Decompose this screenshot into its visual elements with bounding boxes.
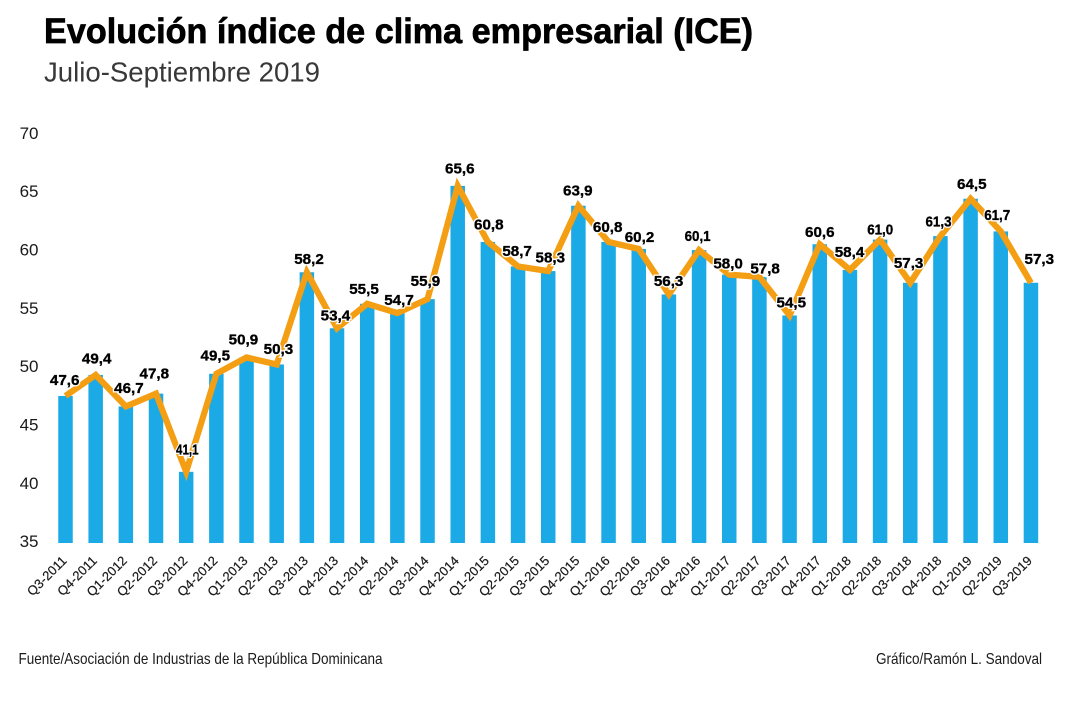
svg-text:58,2: 58,2 <box>294 251 324 268</box>
svg-text:58,3: 58,3 <box>536 249 566 266</box>
svg-text:55,5: 55,5 <box>349 281 379 298</box>
svg-text:63,9: 63,9 <box>563 182 593 199</box>
svg-text:45: 45 <box>20 416 39 435</box>
svg-text:55,9: 55,9 <box>411 273 441 290</box>
svg-text:55: 55 <box>20 299 39 318</box>
svg-text:57,3: 57,3 <box>894 255 924 272</box>
svg-text:41,1: 41,1 <box>176 442 199 459</box>
svg-text:61,7: 61,7 <box>984 207 1010 224</box>
svg-text:58,7: 58,7 <box>502 243 532 260</box>
svg-text:63,9: 63,9 <box>563 182 593 199</box>
svg-text:58,4: 58,4 <box>835 244 865 261</box>
svg-text:49,4: 49,4 <box>82 351 112 368</box>
svg-text:61,7: 61,7 <box>984 207 1010 224</box>
svg-text:47,8: 47,8 <box>140 365 170 382</box>
svg-text:57,3: 57,3 <box>1025 251 1055 268</box>
svg-text:57,3: 57,3 <box>1025 251 1055 268</box>
svg-text:46,7: 46,7 <box>114 380 144 397</box>
svg-text:61,0: 61,0 <box>867 222 893 239</box>
svg-text:64,5: 64,5 <box>957 176 987 193</box>
svg-text:58,3: 58,3 <box>536 249 566 266</box>
svg-text:58,0: 58,0 <box>713 255 743 272</box>
svg-text:41,1: 41,1 <box>176 442 199 459</box>
svg-text:56,3: 56,3 <box>654 273 684 290</box>
svg-text:50,3: 50,3 <box>264 341 294 358</box>
svg-text:61,3: 61,3 <box>926 214 952 231</box>
svg-text:58,0: 58,0 <box>713 255 743 272</box>
svg-text:65,6: 65,6 <box>445 161 475 178</box>
svg-text:40: 40 <box>20 474 39 493</box>
svg-text:60,1: 60,1 <box>685 228 711 245</box>
svg-text:Julio-Septiembre 2019: Julio-Septiembre 2019 <box>44 57 320 88</box>
svg-text:61,3: 61,3 <box>926 214 952 231</box>
svg-text:64,5: 64,5 <box>957 176 987 193</box>
svg-text:60,1: 60,1 <box>685 228 711 245</box>
svg-text:55,9: 55,9 <box>411 273 441 290</box>
svg-text:58,4: 58,4 <box>835 244 865 261</box>
svg-text:60,6: 60,6 <box>805 224 835 241</box>
svg-text:49,4: 49,4 <box>82 351 112 368</box>
svg-text:50,9: 50,9 <box>229 331 259 348</box>
svg-text:54,7: 54,7 <box>384 292 414 309</box>
svg-text:Gráfico/Ramón L. Sandoval: Gráfico/Ramón L. Sandoval <box>876 651 1042 668</box>
svg-text:65,6: 65,6 <box>445 161 475 178</box>
svg-text:47,6: 47,6 <box>50 372 80 389</box>
svg-text:54,5: 54,5 <box>777 295 807 312</box>
svg-text:57,3: 57,3 <box>894 255 924 272</box>
svg-text:60,8: 60,8 <box>593 219 623 236</box>
svg-text:53,4: 53,4 <box>321 307 351 324</box>
svg-text:57,8: 57,8 <box>750 261 780 278</box>
svg-text:55,5: 55,5 <box>349 281 379 298</box>
svg-text:60,8: 60,8 <box>593 219 623 236</box>
svg-text:Fuente/Asociación de Industria: Fuente/Asociación de Industrias de la Re… <box>19 651 383 668</box>
svg-text:61,0: 61,0 <box>867 222 893 239</box>
svg-text:60,2: 60,2 <box>625 229 655 246</box>
svg-text:58,2: 58,2 <box>294 251 324 268</box>
svg-text:60,8: 60,8 <box>474 217 504 234</box>
svg-text:47,8: 47,8 <box>140 365 170 382</box>
svg-text:70: 70 <box>20 124 39 143</box>
svg-text:57,8: 57,8 <box>750 261 780 278</box>
svg-text:49,5: 49,5 <box>201 347 231 364</box>
svg-text:60: 60 <box>20 240 39 259</box>
svg-text:50,3: 50,3 <box>264 341 294 358</box>
svg-text:58,7: 58,7 <box>502 243 532 260</box>
svg-text:54,7: 54,7 <box>384 292 414 309</box>
svg-text:56,3: 56,3 <box>654 273 684 290</box>
svg-text:53,4: 53,4 <box>321 307 351 324</box>
svg-text:50: 50 <box>20 357 39 376</box>
svg-text:60,2: 60,2 <box>625 229 655 246</box>
svg-text:54,5: 54,5 <box>777 295 807 312</box>
svg-text:60,6: 60,6 <box>805 224 835 241</box>
svg-text:60,8: 60,8 <box>474 217 504 234</box>
svg-text:50,9: 50,9 <box>229 331 259 348</box>
svg-text:46,7: 46,7 <box>114 380 144 397</box>
svg-text:65: 65 <box>20 182 39 201</box>
svg-text:49,5: 49,5 <box>201 347 231 364</box>
svg-text:Evolución índice de clima empr: Evolución índice de clima empresarial (I… <box>44 12 753 51</box>
svg-text:35: 35 <box>20 532 39 551</box>
svg-text:47,6: 47,6 <box>50 372 80 389</box>
